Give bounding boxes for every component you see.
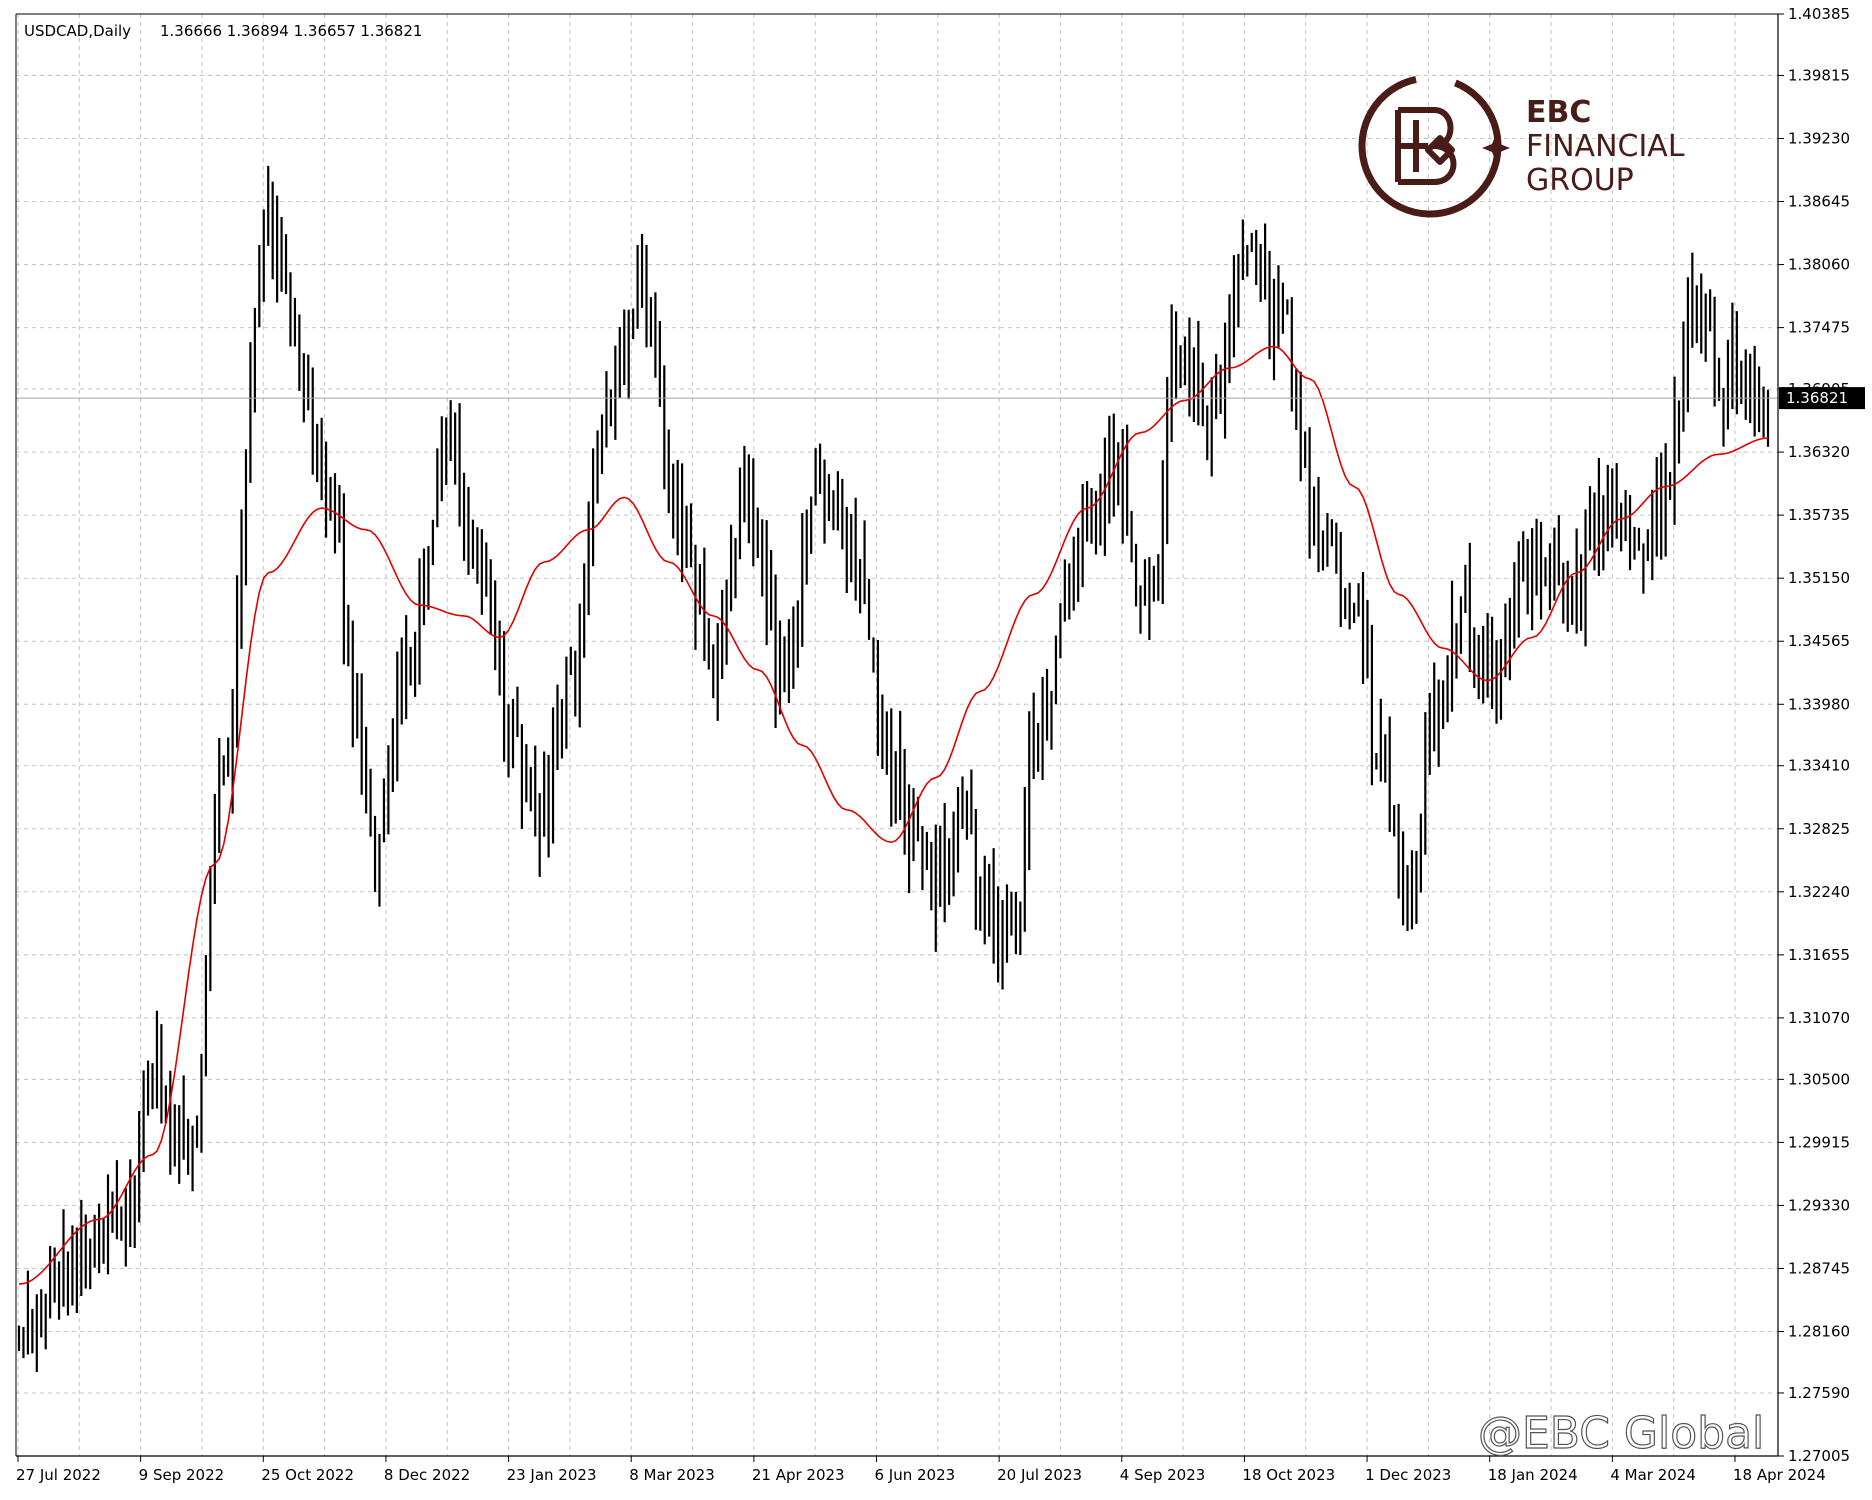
x-tick-label: 8 Dec 2022 [384,1466,470,1484]
y-tick-label: 1.36320 [1788,443,1850,461]
price-bars [17,165,1770,1373]
y-tick-label: 1.38645 [1788,193,1850,211]
x-tick-label: 18 Jan 2024 [1488,1466,1578,1484]
y-tick-label: 1.39815 [1788,66,1850,84]
x-tick-label: 18 Oct 2023 [1242,1466,1335,1484]
x-tick-label: 21 Apr 2023 [752,1466,845,1484]
y-tick-label: 1.30500 [1788,1070,1850,1088]
y-tick-label: 1.32240 [1788,883,1850,901]
y-tick-label: 1.37475 [1788,319,1850,337]
x-tick-label: 25 Oct 2022 [261,1466,354,1484]
x-tick-label: 18 Apr 2024 [1733,1466,1826,1484]
x-tick-label: 27 Jul 2022 [16,1466,101,1484]
y-tick-label: 1.29330 [1788,1196,1850,1214]
logo-monogram [1395,107,1457,185]
last-price-badge [1779,387,1865,410]
y-tick-label: 1.38060 [1788,256,1850,274]
x-tick-label: 20 Jul 2023 [997,1466,1082,1484]
last-price-label: 1.36821 [1786,389,1848,407]
x-tick-label: 9 Sep 2022 [139,1466,225,1484]
logo-star-icon [1482,134,1510,162]
logo-ring [1358,74,1502,218]
chart-ohlc-readout: 1.36666 1.36894 1.36657 1.36821 [160,22,422,40]
y-tick-label: 1.39230 [1788,129,1850,147]
y-tick-label: 1.33980 [1788,695,1850,713]
x-tick-label: 4 Mar 2024 [1610,1466,1696,1484]
moving-average-line [18,345,1769,1285]
y-tick-label: 1.32825 [1788,820,1850,838]
y-tick-label: 1.35150 [1788,569,1850,587]
x-tick-label: 8 Mar 2023 [629,1466,715,1484]
y-tick-label: 1.33410 [1788,757,1850,775]
y-tick-label: 1.28745 [1788,1259,1850,1277]
logo-text-ebc: EBC [1526,95,1591,130]
y-tick-label: 1.31655 [1788,946,1850,964]
y-tick-label: 1.28160 [1788,1323,1850,1341]
y-tick-label: 1.31070 [1788,1009,1850,1027]
y-tick-label: 1.34565 [1788,632,1850,650]
x-axis-ticks: 27 Jul 2022 9 Sep 2022 25 Oct 2022 8 Dec 20… [16,1456,1826,1484]
ebc-logo: EBC FINANCIAL GROUP [1358,74,1685,218]
x-tick-label: 6 Jun 2023 [875,1466,956,1484]
y-tick-label: 1.35735 [1788,506,1850,524]
y-tick-label: 1.27590 [1788,1384,1850,1402]
x-tick-label: 4 Sep 2023 [1120,1466,1206,1484]
y-tick-label: 1.40385 [1788,5,1850,23]
chart-symbol-label: USDCAD,Daily [24,22,131,40]
x-tick-label: 23 Jan 2023 [507,1466,597,1484]
logo-text-group: GROUP [1526,163,1634,198]
y-axis-ticks: 1.40385 1.39815 1.39230 1.38645 1.38060 1.374… [1778,5,1850,1465]
x-tick-label: 1 Dec 2023 [1365,1466,1451,1484]
watermark-text: @EBC Global [1478,1408,1764,1459]
y-tick-label: 1.29915 [1788,1133,1850,1151]
logo-text-financial: FINANCIAL [1526,129,1685,164]
y-tick-label: 1.27005 [1788,1447,1850,1465]
